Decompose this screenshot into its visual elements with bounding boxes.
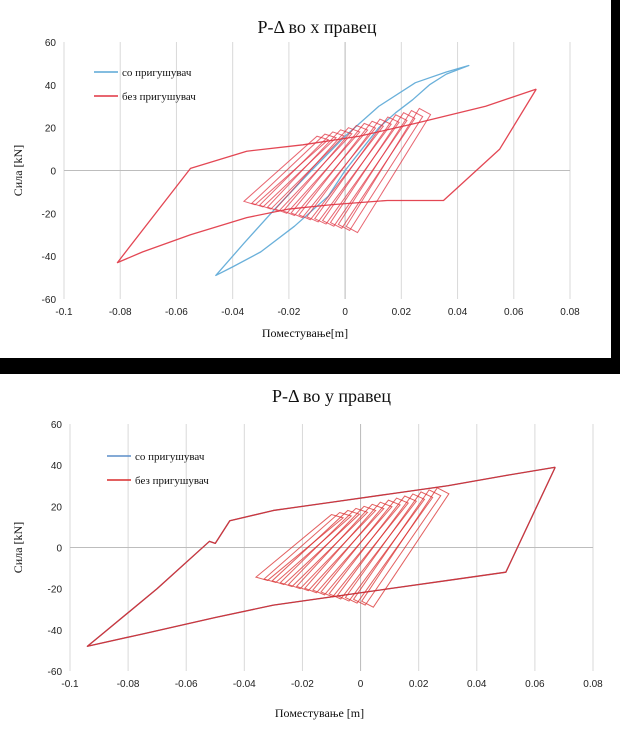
x-tick-label: 0.06 [525, 679, 545, 690]
legend-label-1: без пригушувач [122, 91, 196, 103]
x-tick-label: 0 [358, 679, 364, 690]
x-tick-label: 0.04 [448, 307, 468, 318]
y-tick-label: 20 [51, 502, 63, 513]
x-tick-label: -0.06 [175, 679, 198, 690]
y-tick-label: 40 [45, 81, 57, 92]
x-axis-label: Поместување[m] [262, 326, 348, 340]
y-tick-label: 0 [50, 167, 56, 178]
y-tick-label: -20 [48, 585, 63, 596]
x-tick-label: -0.04 [221, 307, 244, 318]
hysteresis-loop [345, 107, 432, 234]
x-tick-label: -0.02 [291, 679, 314, 690]
y-axis-label: Сила [kN] [11, 145, 25, 196]
y-tick-label: -40 [42, 252, 57, 263]
y-tick-label: 60 [51, 420, 63, 431]
y-tick-label: -40 [48, 626, 63, 637]
x-tick-label: 0.02 [409, 679, 429, 690]
x-tick-label: -0.04 [233, 679, 256, 690]
hysteresis-loop [360, 487, 450, 608]
x-tick-label: 0.02 [392, 307, 412, 318]
y-tick-label: -20 [42, 209, 57, 220]
chart-y-direction: -0.1 -0.08 -0.06 -0.04 -0.02 0 0.02 0.04 0.06 0.0… [11, 386, 603, 720]
x-tick-label: -0.02 [277, 307, 300, 318]
hysteresis-loop [337, 109, 424, 232]
series-line-1 [86, 466, 556, 647]
x-tick-label: -0.1 [61, 679, 79, 690]
y-tick-label: 60 [45, 38, 57, 49]
legend-label-0: со пригушувач [122, 67, 192, 79]
x-tick-label: 0.04 [467, 679, 487, 690]
legend-label-0: со пригушувач [135, 451, 205, 463]
series-line-0 [215, 64, 470, 277]
series-line-0 [86, 466, 556, 647]
chart-x-direction: -0.1 -0.08 -0.06 -0.04 -0.02 0 0.02 0.04 0.06 0.0… [11, 17, 580, 340]
y-tick-label: 40 [51, 461, 63, 472]
chart-title: P-Δ во x правец [257, 17, 376, 37]
y-tick-label: 20 [45, 124, 57, 135]
chart-panel-y: -0.1 -0.08 -0.06 -0.04 -0.02 0 0.02 0.04 0.06 0.0… [0, 374, 620, 731]
series-line-1 [116, 88, 537, 264]
x-tick-label: 0 [342, 307, 348, 318]
y-axis-label: Сила [kN] [11, 522, 25, 573]
x-tick-label: -0.06 [165, 307, 188, 318]
chart-panel-x: -0.1 -0.08 -0.06 -0.04 -0.02 0 0.02 0.04 0.06 0.0… [0, 0, 611, 358]
x-tick-label: 0.08 [583, 679, 603, 690]
x-axis-label: Поместување [m] [275, 706, 364, 720]
x-tick-label: 0.08 [560, 307, 580, 318]
x-tick-label: -0.08 [117, 679, 140, 690]
chart-title: P-Δ во y правец [272, 386, 391, 406]
x-tick-label: -0.1 [55, 307, 73, 318]
y-tick-label: -60 [48, 667, 63, 678]
y-tick-label: 0 [56, 544, 62, 555]
y-tick-label: -60 [42, 295, 57, 306]
x-tick-label: 0.06 [504, 307, 524, 318]
hysteresis-loop [352, 489, 442, 606]
legend-label-1: без пригушувач [135, 475, 209, 487]
x-tick-label: -0.08 [109, 307, 132, 318]
